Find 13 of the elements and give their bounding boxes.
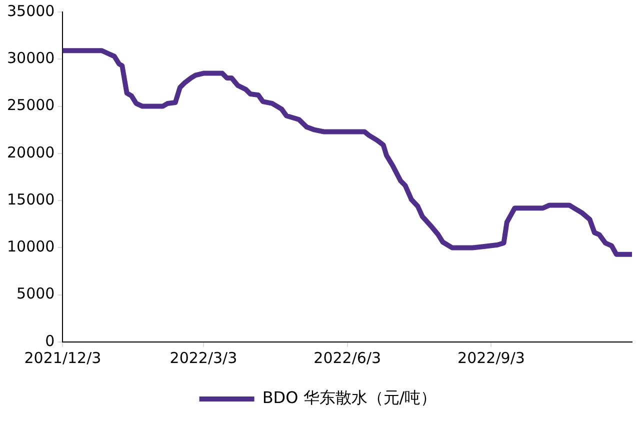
y-tick-label: 5000 xyxy=(16,284,55,303)
y-tick-label: 30000 xyxy=(7,49,55,68)
y-tick-label: 15000 xyxy=(7,190,55,208)
y-tick-label: 10000 xyxy=(7,238,55,256)
y-tick-label: 20000 xyxy=(7,143,55,162)
x-tick-label: 2022/3/3 xyxy=(170,348,238,367)
x-tick-label: 2022/9/3 xyxy=(458,348,525,367)
y-tick-label: 0 xyxy=(45,332,55,350)
x-tick-label: 2022/6/3 xyxy=(314,348,382,367)
y-tick-label: 35000 xyxy=(7,2,55,20)
x-tick-label: 2021/12/3 xyxy=(24,348,102,367)
legend-label: BDO 华东散水（元/吨） xyxy=(262,388,437,408)
y-tick-label: 25000 xyxy=(7,96,55,114)
